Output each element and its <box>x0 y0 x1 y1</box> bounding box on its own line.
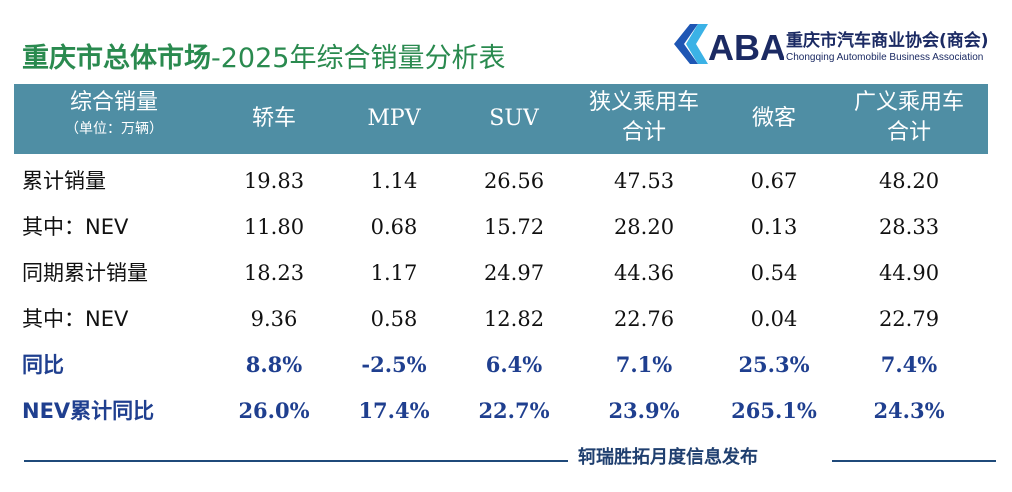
row-label: 其中：NEV <box>22 307 129 331</box>
table-row: 同比 8.8% -2.5% 6.4% 7.1% 25.3% 7.4% <box>14 342 988 388</box>
table-cell: 26.56 <box>483 169 545 193</box>
table-cell: 9.36 <box>250 307 298 331</box>
header-col-mpv: MPV <box>367 106 421 131</box>
table-cell: 265.1% <box>731 398 817 423</box>
row-label: 同期累计销量 <box>22 261 148 285</box>
table-cell: 22.7% <box>478 398 550 423</box>
header-col-suv: SUV <box>489 106 539 131</box>
table-cell: 1.17 <box>370 261 418 285</box>
table-cell: 26.0% <box>238 398 310 423</box>
table-cell: 15.72 <box>483 215 545 239</box>
footer-divider-left <box>24 460 568 462</box>
table-cell: 8.8% <box>245 352 303 377</box>
table-cell: 1.14 <box>370 169 418 193</box>
table-row: 其中：NEV 9.36 0.58 12.82 22.76 0.04 22.79 <box>14 296 988 342</box>
table-row: 同期累计销量 18.23 1.17 24.97 44.36 0.54 44.90 <box>14 250 988 296</box>
table-cell: 28.33 <box>878 215 940 239</box>
svg-text:ABA: ABA <box>708 27 784 68</box>
header-label: 综合销量 （单位：万辆） <box>14 88 214 140</box>
table-cell: -2.5% <box>361 352 427 377</box>
title-bold: 重庆市总体市场 <box>22 43 211 74</box>
table-cell: 0.04 <box>750 307 798 331</box>
table-cell: 7.4% <box>880 352 938 377</box>
logo-name-cn: 重庆市汽车商业协会(商会) <box>786 31 989 51</box>
table-cell: 23.9% <box>608 398 680 423</box>
row-label: 累计销量 <box>22 169 106 193</box>
table-cell: 28.20 <box>613 215 675 239</box>
table-cell: 25.3% <box>738 352 810 377</box>
table-cell: 17.4% <box>358 398 430 423</box>
header-col-narrow-total: 狭义乘用车 合计 <box>588 90 699 145</box>
header-label-unit: （单位：万辆） <box>65 121 163 137</box>
table-cell: 0.54 <box>750 261 798 285</box>
table-cell: 24.3% <box>873 398 945 423</box>
title-rest: -2025年综合销量分析表 <box>211 43 506 74</box>
row-label: 同比 <box>22 353 64 377</box>
table-row: 累计销量 19.83 1.14 26.56 47.53 0.67 48.20 <box>14 158 988 204</box>
table-cell: 24.97 <box>483 261 545 285</box>
table-cell: 0.13 <box>750 215 798 239</box>
table-cell: 19.83 <box>243 169 305 193</box>
table-cell: 22.79 <box>878 307 940 331</box>
table-cell: 11.80 <box>243 215 305 239</box>
table-row: 其中：NEV 11.80 0.68 15.72 28.20 0.13 28.33 <box>14 204 988 250</box>
table-cell: 22.76 <box>613 307 675 331</box>
table-cell: 44.90 <box>878 261 940 285</box>
table-cell: 18.23 <box>243 261 305 285</box>
header-col-broad-total: 广义乘用车 合计 <box>853 90 964 145</box>
header-col-sedan: 轿车 <box>251 106 296 131</box>
table-cell: 6.4% <box>485 352 543 377</box>
header-label-main: 综合销量 <box>69 90 158 115</box>
logo-name-en: Chongqing Automobile Business Associatio… <box>786 52 984 63</box>
footer-divider-right <box>832 460 996 462</box>
table-cell: 12.82 <box>483 307 545 331</box>
table-row: NEV累计同比 26.0% 17.4% 22.7% 23.9% 265.1% 24.3% <box>14 388 988 434</box>
table-cell: 48.20 <box>878 169 940 193</box>
table-cell: 47.53 <box>613 169 675 193</box>
table-cell: 0.67 <box>750 169 798 193</box>
header-col-minibus: 微客 <box>751 106 796 131</box>
table-cell: 7.1% <box>615 352 673 377</box>
footer-text: 轲瑞胜拓月度信息发布 <box>578 447 758 468</box>
association-logo: ABA 重庆市汽车商业协会(商会) Chongqing Automobile B… <box>668 20 998 70</box>
caba-logo-icon: ABA <box>674 24 784 68</box>
page-title: 重庆市总体市场-2025年综合销量分析表 <box>22 36 505 75</box>
table-cell: 0.68 <box>370 215 418 239</box>
row-label: NEV累计同比 <box>22 399 155 423</box>
table-cell: 44.36 <box>613 261 675 285</box>
row-label: 其中：NEV <box>22 215 129 239</box>
table-cell: 0.58 <box>370 307 418 331</box>
table-header: 综合销量 （单位：万辆） 轿车 MPV SUV 狭义乘用车 合计 微客 广义乘用… <box>14 84 988 154</box>
